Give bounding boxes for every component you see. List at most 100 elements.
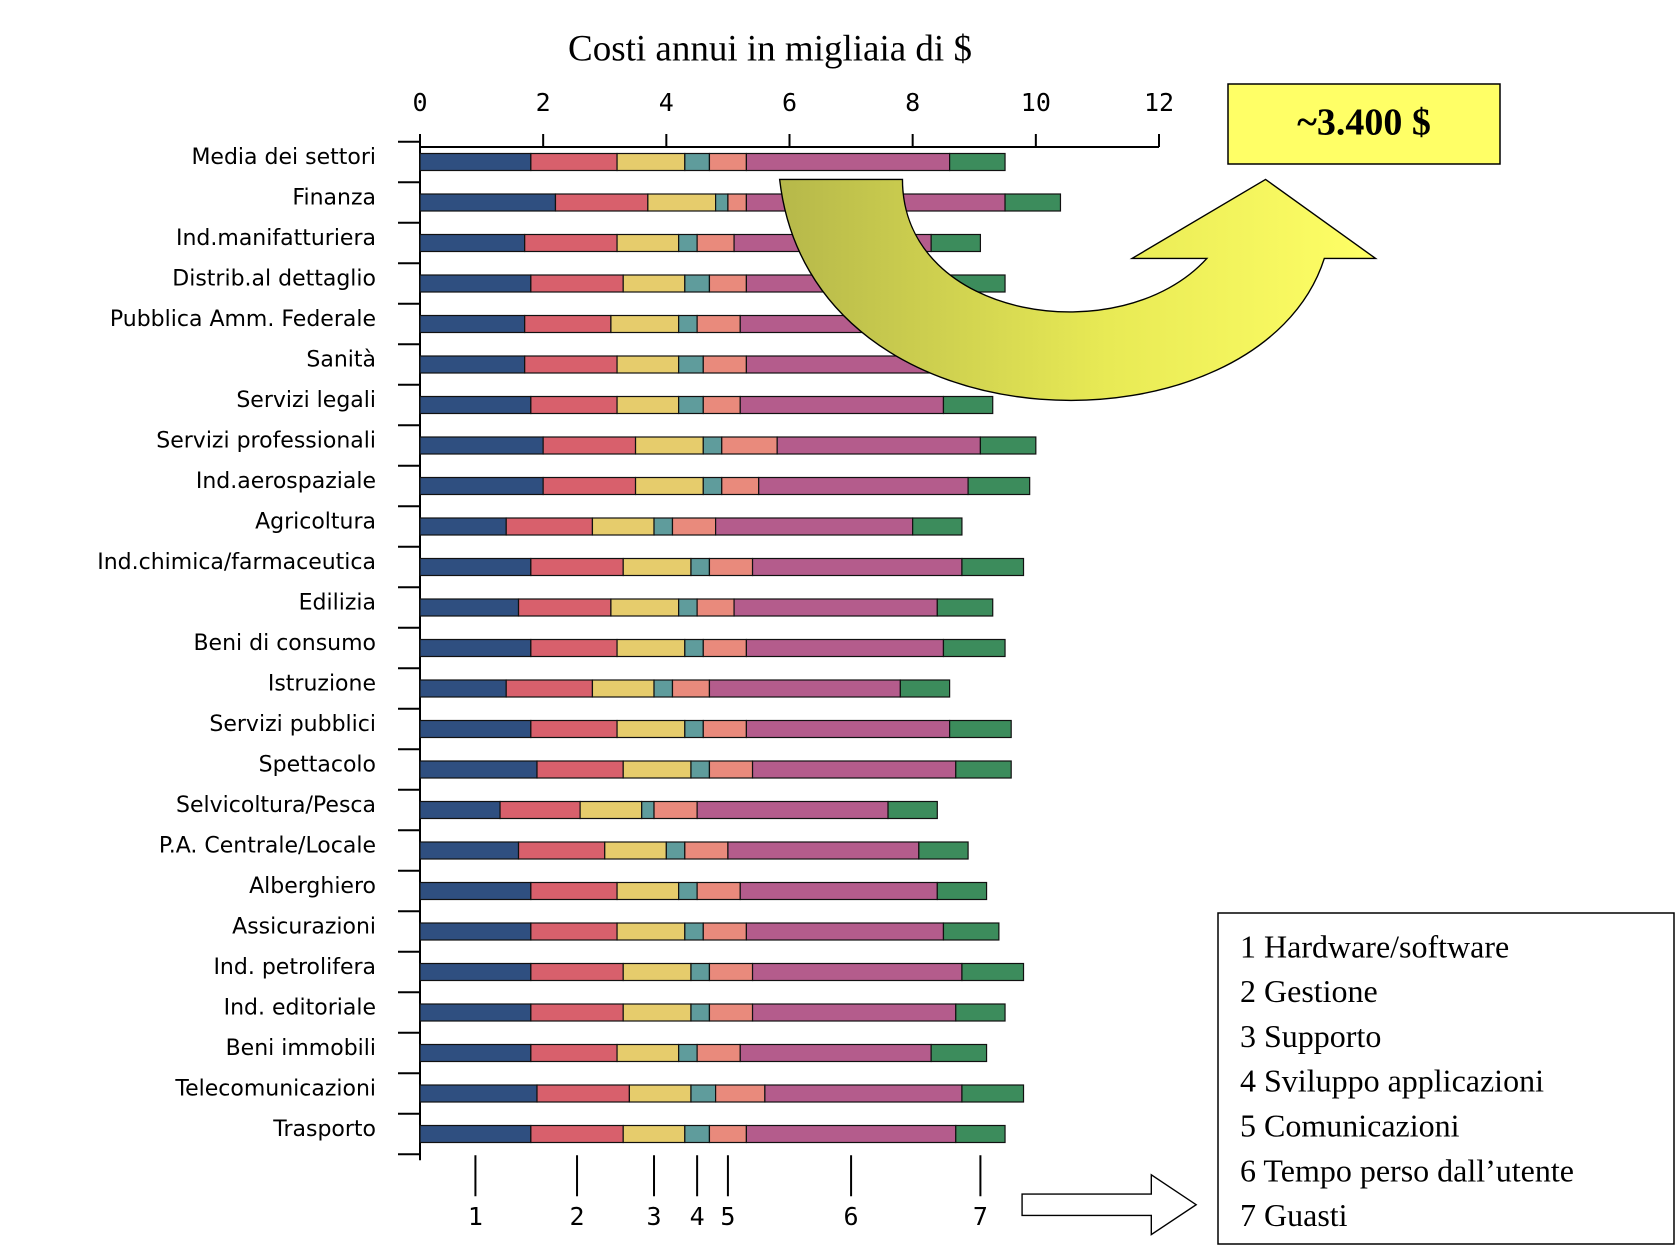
- category-label: Servizi legali: [236, 388, 376, 413]
- bar-segment: [745, 1124, 957, 1144]
- category-label: Beni di consumo: [193, 631, 376, 656]
- bar-segment: [530, 1124, 624, 1144]
- bar-segment: [936, 881, 988, 901]
- bar-segment: [764, 1084, 963, 1103]
- bar-segment: [524, 233, 618, 253]
- bar-segment: [419, 841, 520, 860]
- bar-segment: [591, 517, 655, 536]
- legend-entry: 3 Supporto: [1240, 1018, 1381, 1054]
- legend-entry: 5 Comunicazioni: [1240, 1108, 1460, 1144]
- bar-segment: [727, 841, 920, 860]
- bar-segment: [419, 274, 532, 293]
- category-label: Beni immobili: [226, 1036, 376, 1061]
- bar-segment: [419, 1003, 532, 1022]
- bar-segment: [751, 962, 963, 982]
- bar-segment: [622, 1003, 692, 1022]
- bar-segment: [899, 679, 951, 698]
- bar-segment: [702, 719, 747, 739]
- bar-segment: [616, 233, 680, 253]
- bar-segment: [653, 679, 674, 698]
- bar-segment: [745, 719, 951, 739]
- category-label: Distrib.al dettaglio: [172, 267, 376, 292]
- bar-segment: [708, 557, 754, 577]
- bar-segment: [930, 1043, 988, 1063]
- bar-segment: [419, 922, 532, 941]
- legend-entry: 7 Guasti: [1240, 1197, 1348, 1233]
- bar-segment: [1004, 193, 1062, 212]
- legend-entry: 4 Sviluppo applicazioni: [1240, 1063, 1544, 1099]
- bar-segment: [696, 1043, 741, 1063]
- bar-segment: [419, 314, 526, 334]
- bar-segment: [702, 638, 747, 658]
- bar-segment: [696, 800, 889, 820]
- bar-segment: [419, 800, 501, 820]
- bar-segment: [419, 395, 532, 415]
- bar-segment: [419, 1043, 532, 1063]
- bar-segment: [579, 800, 643, 820]
- bar-segment: [708, 152, 747, 172]
- bar-segment: [684, 274, 711, 293]
- x-tick-label: 2: [536, 88, 551, 117]
- bar-segment: [684, 719, 704, 739]
- category-label: Edilizia: [299, 591, 376, 616]
- legend: 1 Hardware/software 2 Gestione 3 Supporto 4…: [1240, 928, 1574, 1233]
- bar-segment: [702, 355, 747, 374]
- bar-segment: [530, 1003, 624, 1022]
- segment-number: 5: [720, 1202, 735, 1231]
- bar-segment: [696, 233, 735, 253]
- bar-segment: [684, 638, 704, 658]
- bar-segment: [653, 517, 674, 536]
- category-label: Agricoltura: [255, 510, 376, 535]
- bar-segment: [622, 557, 692, 577]
- bar-segment: [419, 152, 532, 172]
- bar-segment: [684, 1124, 711, 1144]
- bar-segment: [708, 679, 901, 698]
- category-label: Trasporto: [272, 1117, 376, 1142]
- bar-segment: [419, 193, 557, 212]
- category-label: Ind. editoriale: [224, 996, 376, 1021]
- segment-number: 3: [646, 1202, 661, 1231]
- bar-segment: [419, 233, 526, 253]
- bar-segment: [678, 233, 698, 253]
- axis-title: Costi annui in migliaia di $: [568, 28, 972, 69]
- bar-segment: [530, 638, 618, 658]
- bar-segment: [542, 476, 637, 496]
- category-label: Media dei settori: [191, 145, 376, 170]
- bar-segment: [684, 152, 711, 172]
- bar-segment: [912, 517, 963, 536]
- bar-segment: [708, 962, 754, 982]
- segment-number: 4: [690, 1202, 705, 1231]
- annotation-box: [1227, 83, 1501, 165]
- bar-segment: [665, 841, 686, 860]
- bar-segment: [936, 598, 994, 617]
- bar-segment: [918, 841, 969, 860]
- bar-segment: [419, 760, 538, 779]
- bar-segment: [641, 800, 655, 820]
- bar-segment: [696, 598, 735, 617]
- bar-segment: [616, 881, 680, 901]
- bar-segment: [967, 476, 1031, 496]
- bar-segment: [616, 922, 686, 941]
- bar-segment: [745, 638, 945, 658]
- segment-number: 6: [844, 1202, 859, 1231]
- bar-segment: [949, 152, 1006, 172]
- bar-segment: [745, 922, 945, 941]
- bar-segment: [930, 233, 982, 253]
- bar-segment: [616, 638, 686, 658]
- curved-arrow: [778, 178, 1378, 402]
- bar-segment: [419, 881, 532, 901]
- bar-segment: [955, 760, 1012, 779]
- bar-segment: [647, 193, 717, 212]
- bar-segment: [530, 719, 618, 739]
- bar-segment: [721, 476, 760, 496]
- bar-segment: [690, 557, 711, 577]
- bar-segment: [419, 436, 544, 455]
- x-tick-label: 10: [1021, 88, 1051, 117]
- bar-segment: [702, 436, 723, 455]
- bar-segment: [530, 881, 618, 901]
- category-label: Selvicoltura/Pesca: [176, 793, 376, 818]
- bar-segment: [690, 760, 711, 779]
- legend-entry: 6 Tempo perso dall’utente: [1240, 1152, 1574, 1188]
- category-label: Pubblica Amm. Federale: [110, 307, 376, 332]
- bar-segment: [419, 355, 526, 374]
